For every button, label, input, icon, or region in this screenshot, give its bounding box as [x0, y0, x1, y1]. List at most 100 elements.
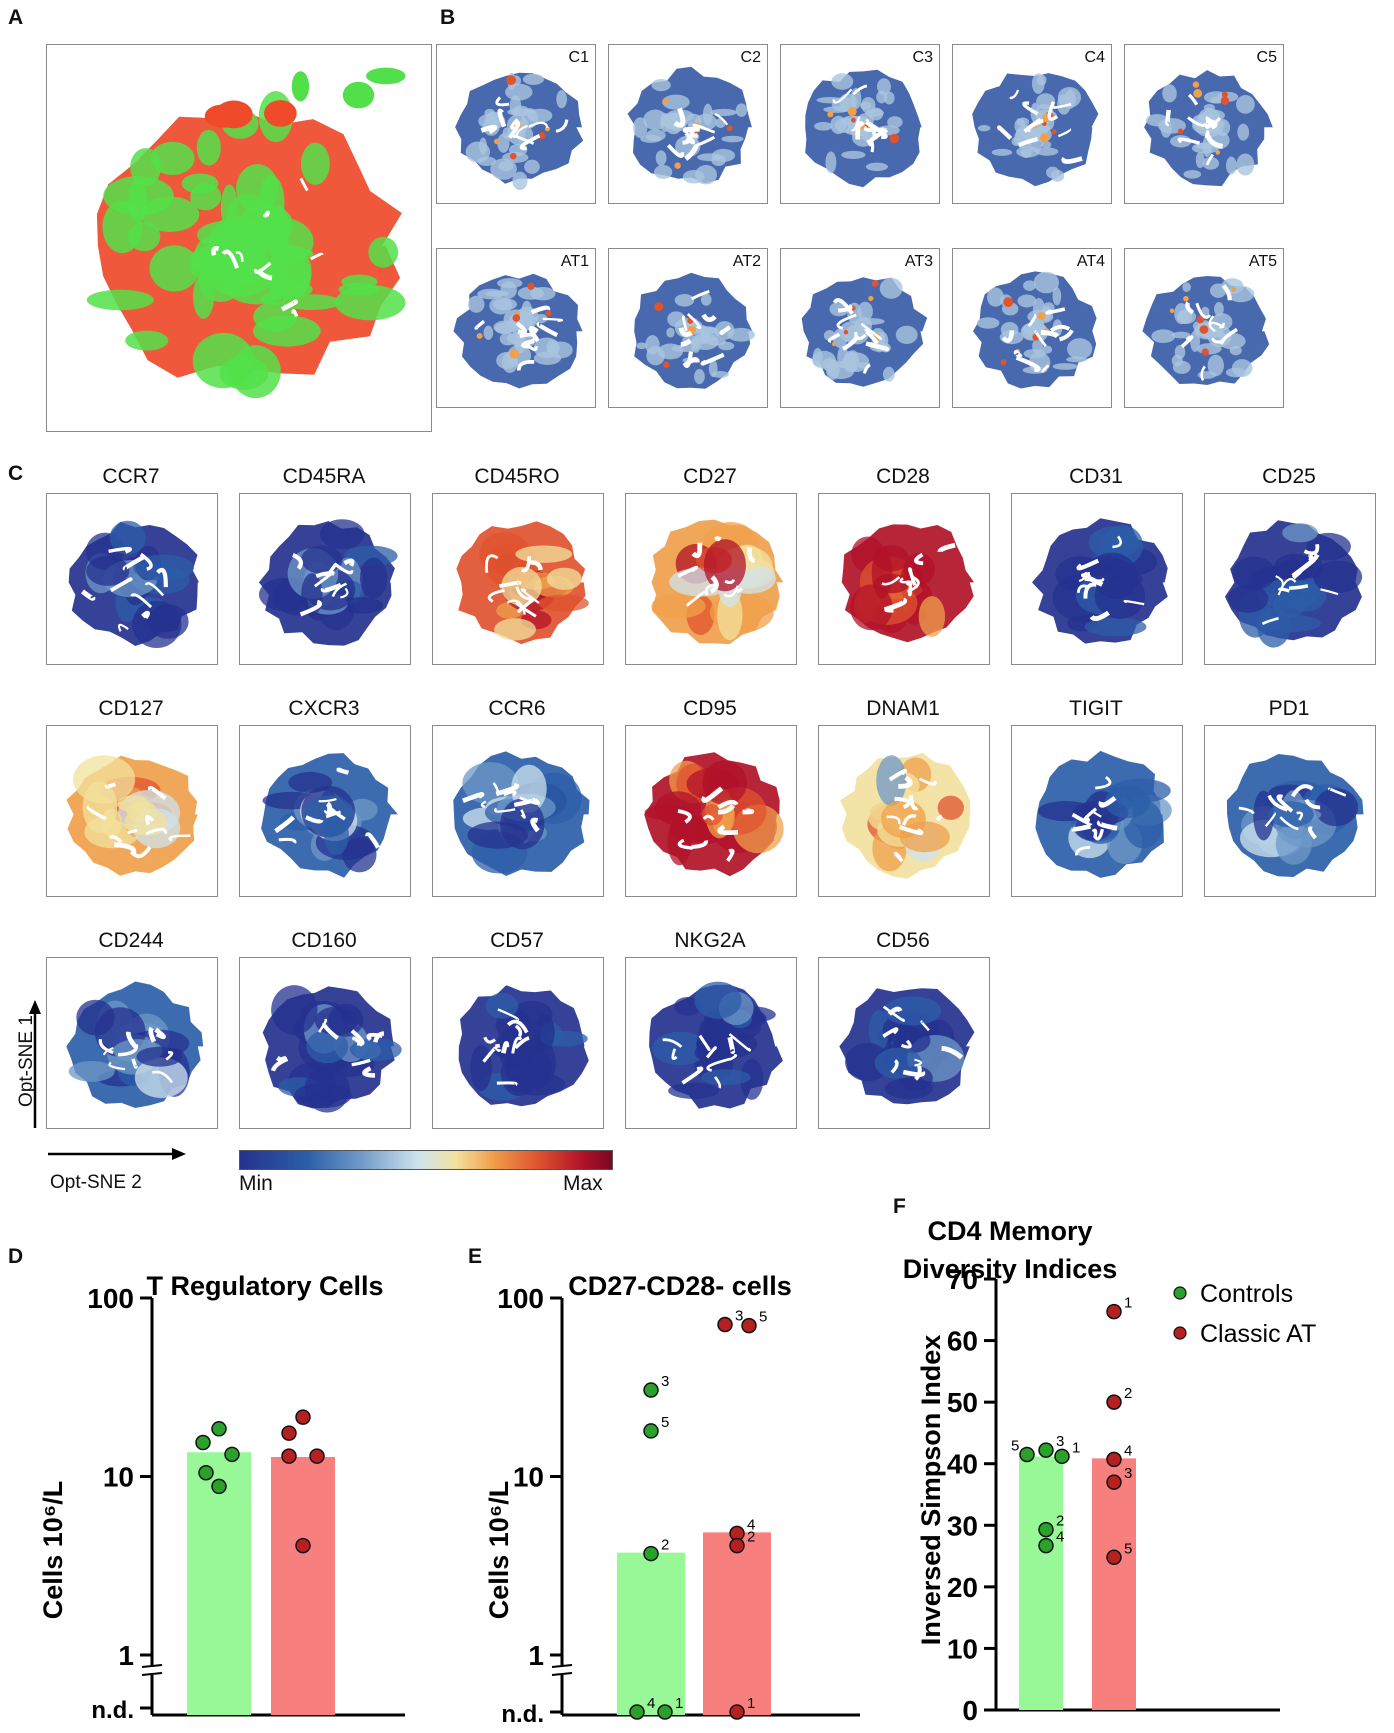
y-tick-label: 1 — [528, 1640, 544, 1671]
axis-break-mark — [141, 1672, 163, 1676]
chart-title-line: CD4 Memory — [927, 1216, 1092, 1246]
marker-tsne-cxcr3 — [239, 725, 411, 897]
marker-title: CD95 — [683, 697, 737, 720]
data-point — [211, 1421, 227, 1437]
panel-letter-c: C — [8, 462, 24, 485]
marker-tsne-cd45ro — [432, 493, 604, 665]
y-tick-label: 20 — [947, 1572, 978, 1603]
point-label: 4 — [647, 1695, 655, 1712]
expression-colorbar — [239, 1150, 613, 1170]
marker-title: CD45RA — [282, 465, 366, 488]
data-point — [281, 1425, 297, 1441]
data-point — [281, 1448, 297, 1464]
point-label: 5 — [1124, 1540, 1132, 1557]
point-label: 5 — [1011, 1437, 1019, 1454]
marker-title: DNAM1 — [866, 697, 940, 720]
sample-tsne-c4: C4 — [952, 44, 1112, 204]
data-point — [729, 1704, 745, 1720]
marker-title: CD28 — [876, 465, 930, 488]
point-label: 3 — [1056, 1433, 1064, 1450]
marker-tsne-cd57 — [432, 957, 604, 1129]
data-point — [211, 1478, 227, 1495]
marker-tsne-cd31 — [1011, 493, 1183, 665]
sample-tsne-c5: C5 — [1124, 44, 1284, 204]
chart-t-regulatory-cells: T Regulatory Cells 1 10 100 n.d. Cells 10⁶/L — [38, 1271, 405, 1724]
data-point — [198, 1464, 214, 1481]
data-point — [643, 1423, 659, 1439]
y-axis-label: Cells 10⁶/L — [484, 1481, 514, 1620]
y-tick-label: 30 — [947, 1510, 978, 1541]
data-point — [1054, 1448, 1070, 1465]
data-point — [1038, 1521, 1054, 1538]
colorbar-max-label: Max — [563, 1172, 603, 1195]
marker-title: CCR7 — [102, 465, 160, 488]
point-label: 5 — [759, 1309, 767, 1326]
y-tick-label: 0 — [962, 1695, 978, 1726]
y-tick-label: 100 — [497, 1283, 544, 1314]
axis-break-mark — [551, 1672, 573, 1676]
y-tick-label: 60 — [947, 1326, 978, 1357]
point-label: 3 — [661, 1373, 669, 1390]
marker-tsne-cd127 — [46, 725, 218, 897]
point-label: 5 — [661, 1414, 669, 1431]
opt-sne-1-label: Opt-SNE 1 — [16, 1015, 37, 1107]
nd-label: n.d. — [501, 1701, 544, 1728]
marker-title: CD27 — [683, 465, 737, 488]
y-tick-label: 70 — [947, 1264, 978, 1295]
axis-break-gap — [556, 1665, 568, 1675]
legend-swatch — [1173, 1326, 1187, 1340]
sample-label: C5 — [1256, 49, 1277, 66]
data-point — [1038, 1537, 1054, 1554]
marker-title: CXCR3 — [288, 697, 360, 720]
sample-tsne-c1: C1 — [436, 44, 596, 204]
point-label: 2 — [1056, 1513, 1064, 1530]
legend-swatch — [1173, 1286, 1187, 1300]
data-point — [1106, 1451, 1122, 1468]
data-point — [657, 1704, 673, 1720]
sample-tsne-at1: AT1 — [436, 248, 596, 408]
marker-tsne-dnam1 — [818, 725, 990, 897]
point-label: 3 — [735, 1308, 743, 1325]
point-label: 1 — [1124, 1295, 1132, 1312]
panel-letter-d: D — [8, 1245, 24, 1268]
marker-title: CD244 — [98, 929, 164, 952]
sample-tsne-at4: AT4 — [952, 248, 1112, 408]
data-point — [195, 1434, 211, 1451]
data-point — [729, 1537, 745, 1554]
marker-title: CD45RO — [474, 465, 560, 488]
panel-letter-a: A — [8, 6, 24, 29]
marker-tsne-ccr6 — [432, 725, 604, 897]
opt-sne-1-arrowhead — [29, 1000, 41, 1014]
legend-label: Controls — [1200, 1280, 1293, 1308]
marker-title: CCR6 — [488, 697, 546, 720]
y-axis-label: Inversed Simpson Index — [916, 1335, 946, 1646]
sample-tsne-c3: C3 — [780, 44, 940, 204]
marker-tsne-cd27 — [625, 493, 797, 665]
y-tick-label: 10 — [103, 1462, 134, 1493]
sample-label: C3 — [912, 49, 933, 66]
sample-label: AT4 — [1076, 253, 1105, 270]
opt-sne-2-label: Opt-SNE 2 — [50, 1172, 142, 1193]
point-label: 2 — [1124, 1385, 1132, 1402]
marker-title: CD57 — [490, 929, 544, 952]
sample-tsne-c2: C2 — [608, 44, 768, 204]
panel-letter-f: F — [893, 1195, 906, 1218]
point-label: 1 — [1072, 1439, 1080, 1456]
marker-tsne-cd45ra — [239, 493, 411, 665]
marker-title: CD31 — [1069, 465, 1123, 488]
panel-letter-e: E — [468, 1245, 483, 1268]
sample-label: C1 — [568, 49, 589, 66]
sample-tsne-at2: AT2 — [608, 248, 768, 408]
chart-title: T Regulatory Cells — [146, 1271, 383, 1301]
point-label: 4 — [1124, 1442, 1132, 1459]
chart-title-line: Diversity Indices — [903, 1254, 1118, 1284]
bar-controls — [187, 1453, 251, 1715]
y-tick-label: 10 — [513, 1462, 544, 1493]
sample-label: AT3 — [904, 253, 933, 270]
bar-classic-at — [271, 1457, 335, 1715]
nd-label: n.d. — [91, 1697, 134, 1724]
marker-tsne-cd28 — [818, 493, 990, 665]
data-point — [1106, 1474, 1122, 1490]
y-tick-label: 50 — [947, 1387, 978, 1418]
